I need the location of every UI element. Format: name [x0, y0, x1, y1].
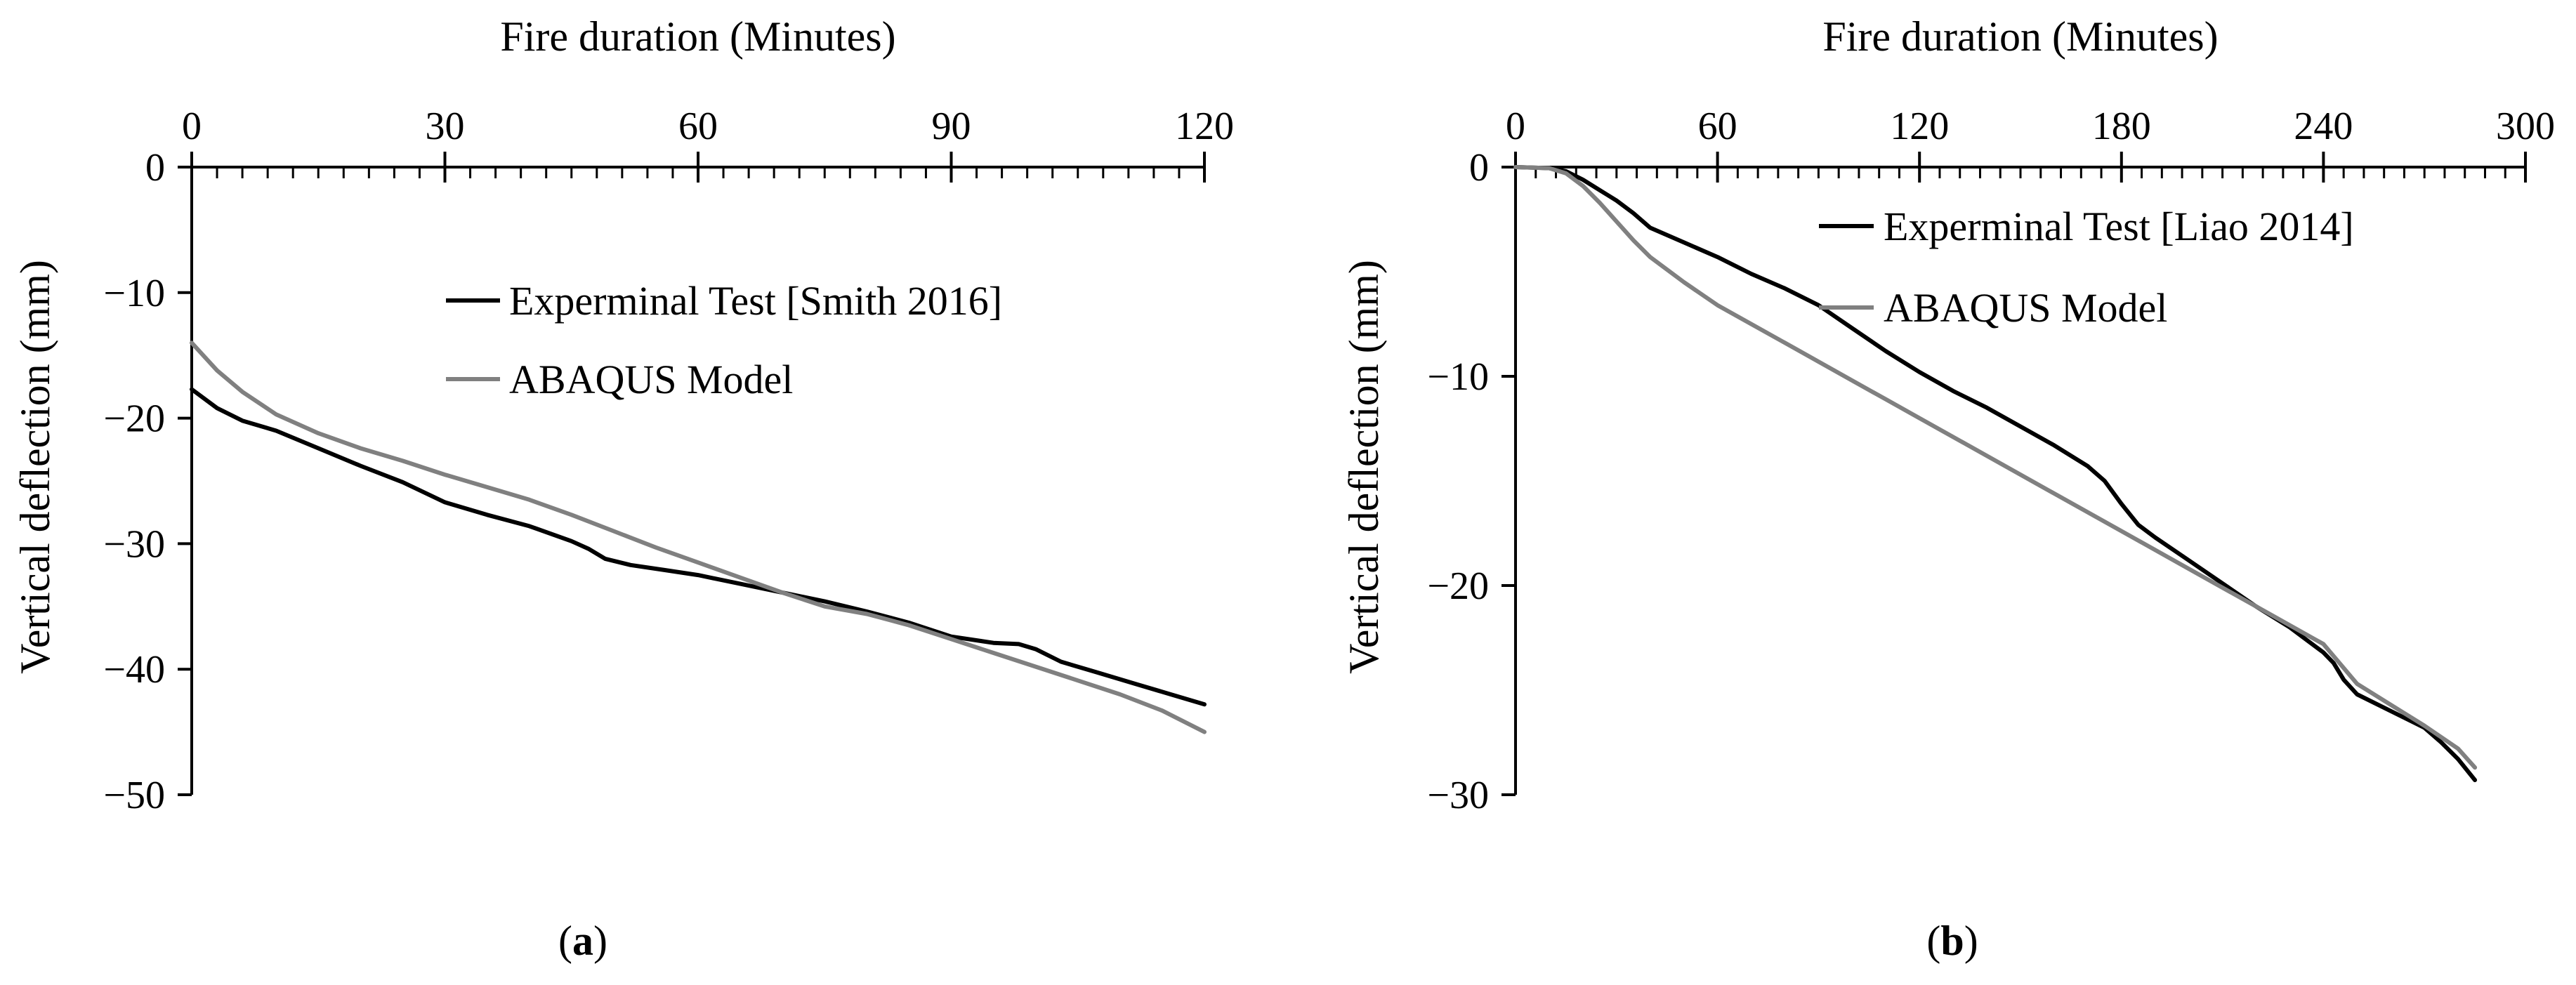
y-tick-label: 0 [145, 146, 165, 190]
y-tick-label: −20 [103, 397, 165, 441]
y-tick-label: −10 [1427, 355, 1489, 399]
panel-letter-b: b [1940, 918, 1964, 964]
panel-label-a: (a) [558, 918, 607, 964]
series-line-model-b [1513, 165, 2478, 770]
x-axis-title-b: Fire duration (Minutes) [1822, 13, 2218, 60]
y-tick-label: −40 [103, 648, 165, 692]
series-lines-b [1513, 165, 2478, 783]
legend-b: Experminal Test [Liao 2014] ABAQUS Model [1819, 204, 2354, 331]
legend-label-experimental-b: Experminal Test [Liao 2014] [1884, 204, 2354, 249]
x-tick-labels-a: 0 30 60 90 120 [182, 105, 1234, 148]
x-tick-label: 30 [426, 105, 465, 148]
y-tick-label: −30 [1427, 774, 1489, 817]
x-tick-label: 60 [1698, 105, 1737, 148]
x-tick-label: 240 [2294, 105, 2353, 148]
x-tick-label: 90 [932, 105, 971, 148]
x-tick-label: 120 [1175, 105, 1234, 148]
y-ticks-b [1501, 166, 1516, 796]
x-tick-label: 0 [1506, 105, 1525, 148]
y-axis-title-b: Vertical deflection (mm) [1341, 260, 1387, 674]
series-lines-a [190, 341, 1207, 734]
y-tick-label: −30 [103, 522, 165, 566]
y-tick-label: −20 [1427, 564, 1489, 608]
x-axis-title-a: Fire duration (Minutes) [500, 13, 895, 60]
panel-letter-a: a [572, 918, 593, 964]
x-tick-labels-b: 0 60 120 180 240 300 [1506, 105, 2555, 148]
y-tick-label: −10 [103, 272, 165, 315]
x-tick-label: 180 [2092, 105, 2151, 148]
y-tick-labels-a: 0 −10 −20 −30 −40 −50 [103, 146, 165, 817]
legend-label-model-a: ABAQUS Model [509, 357, 793, 402]
y-tick-label: −50 [103, 774, 165, 817]
x-tick-label: 0 [182, 105, 202, 148]
panel-a: 0 30 60 90 120 0 −10 −20 −30 −40 −50 Fire duratio… [12, 13, 1234, 964]
series-line-experimental-b [1513, 165, 2478, 783]
panel-label-b: (b) [1926, 918, 1978, 964]
legend-label-experimental-a: Experminal Test [Smith 2016] [509, 278, 1002, 324]
x-tick-label: 120 [1890, 105, 1949, 148]
x-tick-label: 60 [678, 105, 718, 148]
legend-label-model-b: ABAQUS Model [1884, 285, 2167, 331]
y-tick-label: 0 [1469, 146, 1489, 190]
panel-b: 0 60 120 180 240 300 0 −10 −20 −30 Fire duration… [1341, 13, 2555, 964]
y-tick-labels-b: 0 −10 −20 −30 [1427, 146, 1489, 817]
legend-a: Experminal Test [Smith 2016] ABAQUS Mode… [446, 278, 1002, 402]
x-tick-label: 300 [2496, 105, 2555, 148]
series-line-model-a [190, 341, 1207, 734]
y-ticks-a [178, 166, 192, 796]
y-axis-title-a: Vertical deflection (mm) [12, 260, 58, 674]
series-line-experimental-a [190, 387, 1207, 707]
